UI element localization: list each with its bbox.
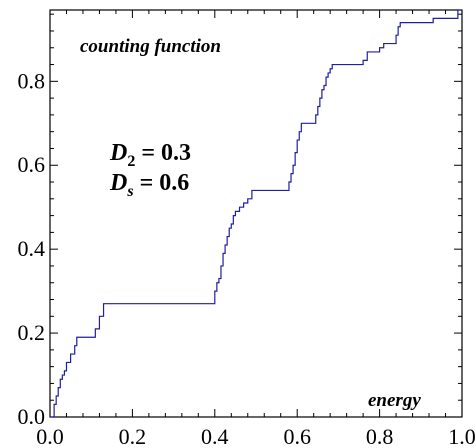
ds-subscript: s: [126, 183, 133, 200]
ds-annotation: Ds = 0.6: [109, 170, 189, 200]
x-tick-label: 1.0: [448, 424, 476, 448]
ds-symbol: D: [109, 170, 127, 196]
series-line: [50, 9, 462, 418]
tick-labels: 0.0 0.2 0.4 0.6 0.8 1.0 0.0 0.2 0.4 0.6 0.8: [18, 68, 476, 448]
y-tick-label: 0.0: [18, 404, 46, 429]
x-tick-label: 0.4: [201, 424, 229, 448]
axis-ticks: [49, 10, 463, 418]
counting-function-label: counting function: [80, 36, 221, 57]
energy-label: energy: [368, 390, 421, 411]
x-tick-label: 0.6: [283, 424, 311, 448]
y-tick-label: 0.4: [18, 236, 46, 261]
d2-symbol: D: [109, 140, 127, 166]
d2-annotation: D2 = 0.3: [109, 140, 191, 170]
y-tick-label: 0.6: [18, 152, 46, 177]
d2-subscript: 2: [127, 153, 135, 170]
ds-value: = 0.6: [140, 170, 190, 196]
plot-frame: [49, 9, 463, 418]
x-tick-label: 0.0: [36, 424, 64, 448]
x-tick-label: 0.8: [366, 424, 394, 448]
y-tick-label: 0.2: [18, 320, 46, 345]
d2-value: = 0.3: [141, 140, 191, 166]
y-tick-label: 0.8: [18, 68, 46, 93]
x-tick-label: 0.2: [119, 424, 147, 448]
